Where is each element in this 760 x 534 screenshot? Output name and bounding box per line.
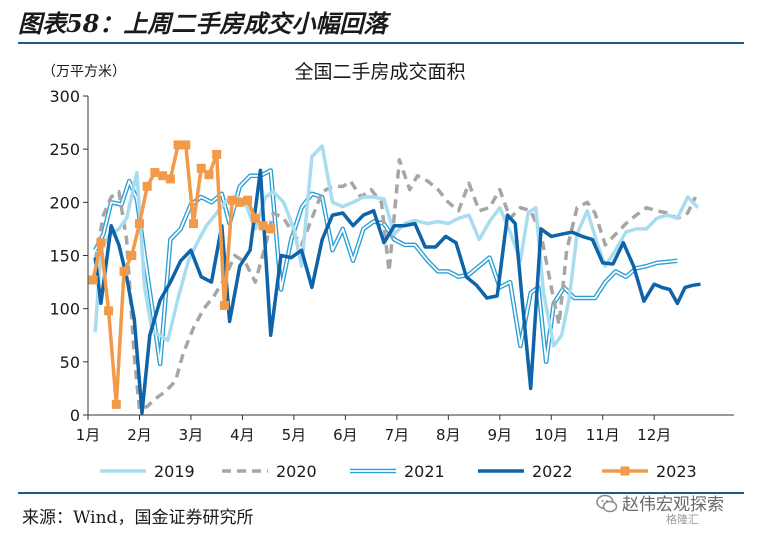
data-point-2023 [181,140,191,150]
x-tick-label: 11月 [586,426,620,444]
x-tick-label: 7月 [385,426,410,444]
x-tick-label: 4月 [230,426,255,444]
x-tick-label: 5月 [282,426,307,444]
source-note: 来源：Wind，国金证券研究所 [22,508,254,528]
series-layer [88,140,701,415]
series-line-2019 [93,144,700,348]
series-2020 [93,158,697,412]
data-point-2023 [250,213,260,223]
series-line-inner-2021 [94,169,678,365]
x-tick-label: 1月 [76,426,101,444]
legend-label: 2022 [532,462,573,481]
y-tick-label: 0 [70,406,80,425]
series-2022 [93,168,701,415]
data-point-2023 [119,266,129,276]
legend-label: 2020 [276,462,317,481]
data-point-2023 [173,140,183,150]
watermark-text: 赵伟宏观探索 [622,495,724,515]
legend-item-2020: 2020 [222,462,317,481]
data-point-2023 [212,149,222,159]
data-point-2023 [235,197,245,207]
data-point-2023 [189,219,199,229]
title-divider [18,42,744,44]
footer-divider [18,492,744,494]
series-line-2020 [93,158,697,412]
chart-title: 全国二手房成交面积 [294,61,465,83]
data-point-2023 [227,195,237,205]
legend-item-2022: 2022 [478,462,573,481]
y-tick-label: 150 [49,247,80,266]
data-point-2023 [196,163,206,173]
watermark: 赵伟宏观探索 格隆汇 [596,489,746,529]
y-tick-label: 300 [49,87,80,106]
legend: 2019 2020 2021 2022 2023 [100,462,697,481]
data-point-2023 [158,171,168,181]
data-point-2023 [142,181,152,191]
figure-title: 图表58：上周二手房成交小幅回落 [18,9,388,38]
data-point-2023 [243,195,253,205]
series-2023 [88,140,276,409]
x-tick-label: 3月 [179,426,204,444]
data-point-2023 [150,168,160,178]
legend-item-2021: 2021 [350,462,445,481]
data-point-2023 [165,174,175,184]
series-line-2022 [93,168,701,415]
data-point-2023 [104,306,114,316]
legend-label: 2023 [656,462,697,481]
y-tick-label: 200 [49,193,80,212]
x-tick-label: 8月 [436,426,461,444]
axes: 0 50 100 150 200 250 300 1月 2月 3月 4月 5月 6月 7月 8月 9月 10月 1… [49,87,734,444]
x-tick-label: 9月 [488,426,513,444]
data-point-2023 [204,170,214,180]
y-unit-label: （万平方米） [42,64,126,80]
data-point-2023 [111,399,121,409]
x-tick-label: 10月 [534,426,568,444]
data-point-2023 [134,219,144,229]
legend-item-2023: 2023 [602,462,697,481]
data-point-2023 [266,224,276,234]
y-tick-label: 100 [49,300,80,319]
y-tick-label: 250 [49,140,80,159]
x-tick-label: 2月 [127,426,152,444]
legend-marker [620,466,630,476]
legend-label: 2019 [154,462,195,481]
data-point-2023 [219,300,229,310]
legend-item-2019: 2019 [100,462,195,481]
x-tick-label: 12月 [637,426,671,444]
data-point-2023 [258,221,268,231]
series-2019 [93,144,700,348]
series-2021 [93,168,678,367]
data-point-2023 [96,238,106,248]
series-line-2021 [93,168,678,367]
x-tick-label: 6月 [333,426,358,444]
y-tick-label: 50 [60,353,80,372]
data-point-2023 [88,275,98,285]
watermark-sub: 格隆汇 [666,513,699,526]
legend-label: 2021 [404,462,445,481]
data-point-2023 [127,251,137,260]
chat-bubble-icon [596,494,618,513]
